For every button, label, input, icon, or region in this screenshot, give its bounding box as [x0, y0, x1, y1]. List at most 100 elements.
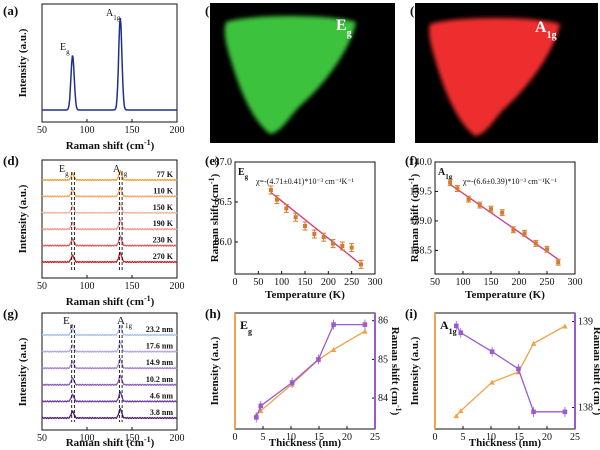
panel-f-data-point	[448, 180, 453, 185]
panel-g-xtick-label: 100	[80, 433, 95, 444]
panel-e-data-point	[340, 244, 345, 248]
panel-c-mode-label: A1g	[535, 19, 557, 41]
panel-e-xtick-label: 100	[274, 277, 289, 288]
panel-label-g: (g)	[3, 306, 18, 321]
panel-i-shift-point	[489, 349, 495, 354]
panel-f-xtick-label: 50	[430, 277, 440, 288]
panel-d-series-label: 77 K	[157, 170, 174, 179]
panel-e-ytick-label: 86.0	[215, 237, 233, 248]
panel-e-xtick-label: 300	[368, 277, 383, 288]
panel-h-shift-point	[316, 357, 321, 362]
panel-i-ytick-label: 138	[578, 403, 593, 414]
panel-f-frame	[434, 161, 576, 275]
panel-i-intensity-point	[530, 340, 537, 346]
panel-i-shift-line	[455, 325, 565, 413]
panel-label-a: (a)	[3, 3, 18, 18]
panel-b-mode-label: Eg	[336, 17, 352, 39]
panel-d-series-label: 230 K	[153, 236, 174, 245]
panel-f-data-point	[455, 186, 460, 191]
panel-d-series-line	[41, 235, 178, 247]
panel-label-f: (f)	[405, 153, 418, 168]
panel-h-shift-point	[258, 403, 264, 409]
panel-h-xlabel: Thickness (nm)	[269, 437, 342, 449]
panel-i-intensity-point	[457, 408, 464, 414]
panel-i-shift-point	[453, 323, 459, 329]
panel-h-ytick-label: 85	[378, 354, 388, 365]
panel-a-xtick-label: 50	[37, 125, 47, 136]
panel-f-chart: Raman shift (cm-1) Temperature (K) A1g χ…	[407, 157, 583, 301]
panel-d-series-line	[41, 218, 178, 231]
panel-e-xtick-label: 250	[344, 277, 359, 288]
panel-f-fit-line	[449, 183, 559, 260]
panel-d-series-label: 150 K	[153, 203, 174, 212]
panel-d-frame	[41, 159, 178, 279]
panel-f-data-point	[545, 247, 549, 252]
panel-i-mode-label: A1g	[440, 318, 457, 336]
panel-e-xtick-label: 0	[233, 277, 238, 288]
panel-h-xtick-label: 25	[370, 432, 380, 443]
panel-label-d: (d)	[3, 153, 19, 168]
panel-e-data-point	[268, 188, 273, 192]
panel-a-xtick-label: 100	[80, 125, 95, 136]
panel-e-annotation: χ=-(4.71±0.41)*10⁻³ cm⁻¹K⁻¹	[255, 177, 354, 186]
panel-f-xtick-label: 200	[512, 277, 527, 288]
panel-a-frame	[41, 3, 178, 123]
panel-i-intensity-point	[489, 379, 495, 385]
panel-f-ytick-label: 139.5	[410, 186, 433, 197]
panel-g-series-label: 10.2 nm	[146, 375, 173, 384]
panel-h-shift-point	[331, 322, 336, 327]
panel-d-series-line	[41, 251, 178, 264]
panel-i-chart: Intensity (a.u.) Raman shift (cm-1) Thic…	[409, 312, 600, 449]
panel-f-ytick-label: 139.0	[410, 216, 433, 227]
panel-h-xtick-label: 0	[233, 432, 238, 443]
panel-f-data-point	[511, 227, 516, 232]
panel-h-ytick-label: 84	[378, 393, 388, 404]
panel-h-shift-point	[289, 380, 295, 385]
panel-f-annotation: χ=-(6.6±0.39)*10⁻³ cm⁻¹K⁻¹	[462, 177, 557, 186]
panel-e-xlabel: Temperature (K)	[265, 289, 345, 301]
panel-h-xtick-label: 5	[261, 432, 266, 443]
panel-i-xtick-label: 15	[514, 432, 524, 443]
panel-g-series-line	[41, 407, 178, 420]
panel-h-intensity-point	[330, 346, 337, 352]
panel-f-xtick-label: 100	[456, 277, 471, 288]
panel-h-xtick-label: 20	[342, 432, 352, 443]
panel-i-shift-point	[562, 409, 568, 415]
panel-a-eg-label: Eg	[60, 42, 70, 56]
panel-e-mode-label: Eg	[238, 167, 249, 181]
panel-h-shift-line	[255, 323, 365, 418]
panel-d-series-line	[41, 185, 178, 198]
panel-h-mode-label: Eg	[240, 318, 252, 336]
panel-d-xtick-label: 150	[125, 281, 140, 292]
panel-f-ytick-label: 138.5	[410, 245, 433, 256]
panel-i-xtick-label: 0	[433, 432, 438, 443]
panel-i-intensity-point	[453, 413, 460, 419]
panel-f-mode-label: A1g	[438, 167, 453, 181]
panel-f-data-point	[466, 197, 471, 202]
panel-c-map: A1g	[415, 3, 598, 143]
panel-h-ylabel: Intensity (a.u.)	[209, 336, 221, 405]
panel-i-xtick-label: 10	[486, 432, 496, 443]
panel-f-data-point	[556, 260, 561, 265]
panel-a-chart: Intensity (a.u.) Raman shift (cm-1) Eg A…	[17, 3, 185, 152]
panel-e-ylabel: Raman shift (cm-1)	[207, 173, 222, 262]
panel-e-chart: Raman shift (cm-1) Temperature (K) Eg χ=…	[207, 157, 383, 301]
panel-g-series-label: 17.6 nm	[146, 342, 173, 351]
panel-f-xlabel: Temperature (K)	[465, 289, 545, 301]
panel-d-series-line	[41, 169, 178, 182]
panel-g-frame	[41, 312, 178, 431]
panel-d-series-label: 270 K	[153, 252, 174, 261]
panel-h-xtick-label: 10	[286, 432, 296, 443]
panel-e-xtick-label: 150	[298, 277, 313, 288]
panel-i-xlabel: Thickness (nm)	[469, 437, 542, 449]
panel-g-xlabel: Raman shift (cm-1)	[66, 435, 155, 450]
panel-f-ytick-label: 140.0	[410, 157, 433, 168]
panel-g-xtick-label: 50	[37, 433, 47, 444]
panel-g-chart: Intensity (a.u.) Raman shift (cm-1) Eg A…	[17, 312, 185, 450]
panel-e-xtick-label: 200	[321, 277, 336, 288]
panel-e-data-point	[293, 215, 298, 220]
panel-h-intensity-point	[362, 328, 368, 334]
panel-i-ytick-label: 139	[578, 317, 593, 328]
panel-d-series-label: 110 K	[153, 186, 174, 195]
